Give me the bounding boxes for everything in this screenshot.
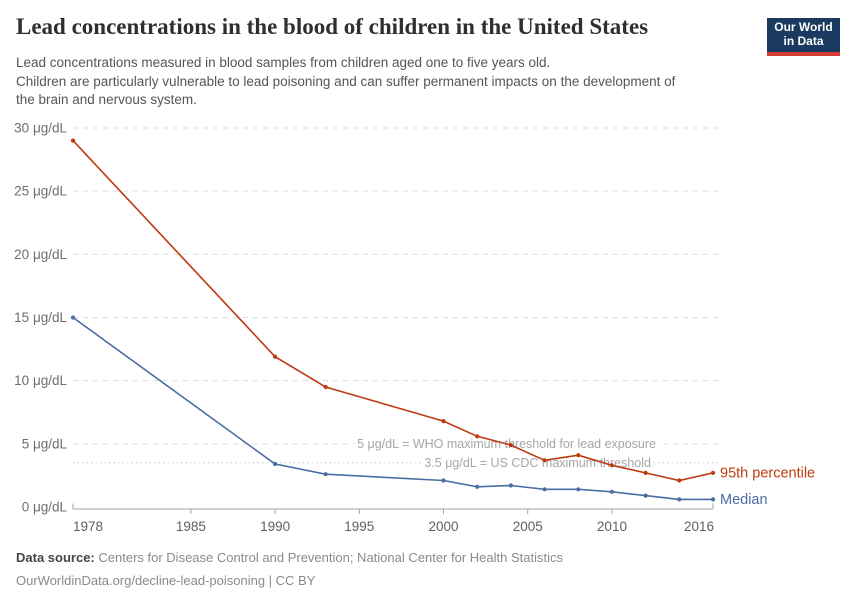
chart-footer: Data source: Centers for Disease Control… xyxy=(16,546,563,592)
y-axis-label: 20 μg/dL xyxy=(14,247,67,262)
data-point-95th-percentile[interactable] xyxy=(323,384,328,390)
owid-logo[interactable]: Our World in Data xyxy=(767,18,840,56)
data-point-95th-percentile[interactable] xyxy=(576,453,581,458)
y-axis-label: 25 μg/dL xyxy=(14,184,67,199)
owid-logo-line1: Our World xyxy=(774,20,833,34)
x-axis-label: 1978 xyxy=(73,519,103,534)
subtitle-line: Lead concentrations measured in blood sa… xyxy=(16,55,551,70)
x-axis-label: 2000 xyxy=(429,519,459,534)
data-point-95th-percentile[interactable] xyxy=(508,443,513,448)
x-axis-label: 1985 xyxy=(176,519,206,534)
y-axis-label: 10 μg/dL xyxy=(14,373,67,388)
data-point-median[interactable] xyxy=(643,493,648,498)
x-axis-label: 1995 xyxy=(344,519,374,534)
y-axis-label: 15 μg/dL xyxy=(14,310,67,325)
owid-logo-box: Our World in Data xyxy=(767,18,840,52)
data-point-95th-percentile[interactable] xyxy=(710,470,716,475)
data-source-label: Data source: xyxy=(16,550,95,565)
chart-subtitle: Lead concentrations measured in blood sa… xyxy=(16,54,776,110)
data-point-median[interactable] xyxy=(441,478,446,483)
data-point-95th-percentile[interactable] xyxy=(609,463,615,468)
data-point-median[interactable] xyxy=(323,472,328,477)
y-axis-label: 30 μg/dL xyxy=(14,121,67,136)
x-axis-label: 2016 xyxy=(684,519,714,534)
license-line: OurWorldinData.org/decline-lead-poisonin… xyxy=(16,573,316,588)
data-source-line: Data source: Centers for Disease Control… xyxy=(16,546,563,569)
subtitle-line: the brain and nervous system. xyxy=(16,92,197,107)
y-axis-label: 0 μg/dL xyxy=(22,500,68,515)
page-title: Lead concentrations in the blood of chil… xyxy=(16,14,649,39)
data-point-median[interactable] xyxy=(710,497,716,502)
series-line-median[interactable] xyxy=(72,316,713,501)
data-point-95th-percentile[interactable] xyxy=(643,470,648,475)
x-axis-label: 2005 xyxy=(513,519,543,534)
data-point-median[interactable] xyxy=(609,489,615,494)
series-line-95th-percentile[interactable] xyxy=(72,140,714,482)
data-point-95th-percentile[interactable] xyxy=(273,354,278,359)
owid-logo-stripe xyxy=(767,52,840,56)
x-axis-label: 1990 xyxy=(260,519,290,534)
data-point-95th-percentile[interactable] xyxy=(677,478,682,483)
data-point-median[interactable] xyxy=(677,497,682,502)
data-point-95th-percentile[interactable] xyxy=(70,138,76,143)
data-point-median[interactable] xyxy=(508,483,513,488)
data-source-text: Centers for Disease Control and Preventi… xyxy=(98,550,563,565)
owid-logo-line2: in Data xyxy=(783,33,824,48)
data-point-95th-percentile[interactable] xyxy=(542,458,547,463)
data-point-95th-percentile[interactable] xyxy=(441,419,446,424)
series-label-median[interactable]: Median xyxy=(720,492,768,508)
data-point-median[interactable] xyxy=(475,484,480,489)
y-axis-label: 5 μg/dL xyxy=(22,436,68,451)
series-label-95th-percentile[interactable]: 95th percentile xyxy=(720,465,815,481)
chart-svg: 0 μg/dL 5 μg/dL 10 μg/dL 15 μg/dL 20 μg/dL 25… xyxy=(14,121,815,534)
data-point-median[interactable] xyxy=(576,487,581,492)
data-point-median[interactable] xyxy=(542,487,547,492)
data-point-median[interactable] xyxy=(70,315,76,320)
data-point-median[interactable] xyxy=(273,461,278,467)
subtitle-line: Children are particularly vulnerable to … xyxy=(16,73,676,89)
x-axis-label: 2010 xyxy=(597,519,627,534)
data-point-95th-percentile[interactable] xyxy=(475,434,480,439)
